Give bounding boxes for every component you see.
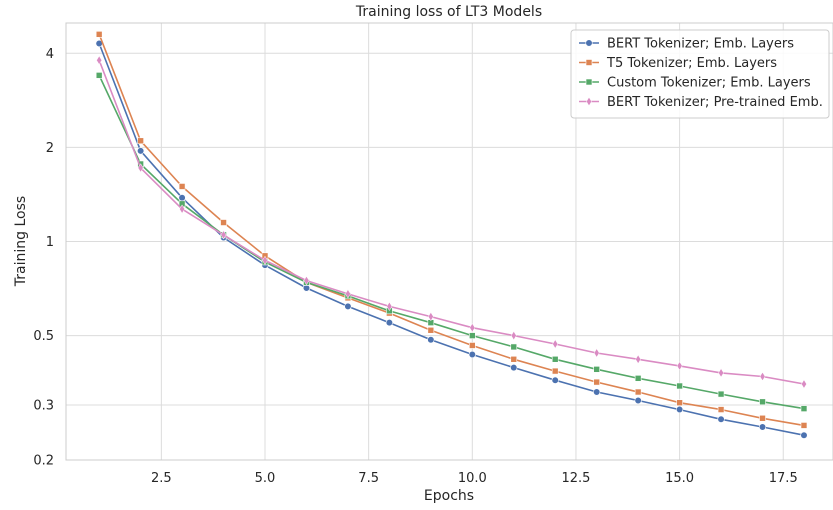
data-point (800, 431, 808, 439)
plot-frame (65, 22, 833, 461)
data-point (634, 388, 642, 396)
data-point (178, 183, 186, 190)
data-point (427, 326, 435, 334)
data-point (551, 355, 559, 363)
data-point (137, 147, 145, 155)
data-point (800, 422, 808, 429)
data-point (593, 378, 600, 386)
legend-box (570, 29, 830, 119)
data-point (634, 375, 642, 382)
data-point (345, 289, 351, 299)
data-point (469, 342, 476, 349)
data-point (386, 301, 393, 312)
data-point (801, 379, 807, 389)
y-tick-label: 1 (46, 235, 54, 250)
data-point (717, 390, 725, 398)
y-tick-label: 0.2 (33, 454, 54, 469)
x-tick-label: 10.0 (458, 471, 487, 486)
data-point (510, 343, 518, 351)
data-point (718, 368, 724, 378)
data-point (427, 336, 435, 344)
data-point (593, 348, 600, 358)
data-point (676, 361, 683, 371)
data-point (178, 194, 186, 202)
data-point (510, 364, 518, 372)
x-axis-ticks: 2.5 5.0 7.5 10.0 12.5 15.0 17.5 (151, 471, 798, 486)
legend-marker (585, 39, 593, 47)
series-line (98, 60, 805, 385)
x-tick-label: 5.0 (255, 471, 276, 486)
legend-label: T5 Tokenizer; Emb. Layers (606, 56, 777, 71)
x-tick-label: 17.5 (769, 471, 798, 486)
data-point (220, 230, 227, 240)
data-point (552, 339, 559, 349)
series-line (98, 34, 805, 427)
data-point (676, 399, 683, 407)
data-point (759, 414, 766, 422)
data-point (758, 423, 767, 431)
data-point (759, 371, 766, 382)
x-tick-label: 12.5 (561, 471, 590, 486)
data-point (262, 255, 268, 266)
legend-marker (586, 96, 592, 107)
data-point (220, 219, 227, 226)
legend-label: BERT Tokenizer; Emb. Layers (607, 37, 794, 52)
legend-marker (585, 59, 593, 66)
data-point (385, 319, 393, 327)
data-point (95, 72, 103, 79)
data-point (551, 367, 559, 375)
data-point (96, 55, 103, 65)
legend-label: BERT Tokenizer; Pre-trained Emb. (607, 95, 823, 110)
data-point (634, 396, 642, 405)
data-point (95, 31, 103, 38)
data-point (469, 323, 476, 333)
data-point (137, 137, 144, 145)
data-point (179, 204, 185, 214)
data-point (468, 350, 476, 359)
data-point (551, 376, 559, 384)
data-point (717, 406, 725, 413)
legend: BERT Tokenizer; Emb. Layers T5 Tokenizer;… (570, 29, 830, 119)
legend-entry: Custom Tokenizer; Emb. Layers (579, 76, 811, 91)
y-axis-ticks: 0.2 0.3 0.5 1 2 4 (33, 47, 54, 469)
legend-entry: T5 Tokenizer; Emb. Layers (579, 56, 777, 71)
series-lines (95, 31, 808, 439)
series-4 (96, 55, 807, 389)
data-point (469, 332, 476, 339)
data-point (427, 311, 434, 322)
data-point (510, 330, 517, 341)
data-point (717, 415, 725, 423)
data-point (759, 398, 766, 406)
y-tick-label: 2 (46, 141, 54, 156)
x-axis-label: Epochs (424, 488, 474, 504)
data-point (510, 355, 518, 363)
y-axis-label: Training Loss (13, 196, 29, 287)
y-tick-label: 4 (46, 47, 54, 62)
legend-marker (585, 78, 593, 86)
legend-entry: BERT Tokenizer; Emb. Layers (579, 37, 794, 52)
data-point (676, 382, 683, 390)
legend-label: Custom Tokenizer; Emb. Layers (607, 76, 811, 91)
data-point (800, 405, 808, 412)
data-point (302, 284, 311, 292)
y-tick-label: 0.3 (33, 398, 54, 413)
legend-entry: BERT Tokenizer; Pre-trained Emb. (579, 95, 823, 110)
data-point (137, 163, 144, 173)
x-tick-label: 2.5 (151, 471, 172, 486)
data-point (593, 388, 601, 396)
data-point (635, 354, 642, 364)
data-point (344, 302, 352, 310)
data-point (593, 366, 600, 373)
x-tick-label: 7.5 (358, 471, 379, 486)
y-tick-label: 0.5 (33, 329, 54, 344)
chart-title: Training loss of LT3 Models (355, 4, 542, 20)
data-point (675, 405, 684, 414)
x-tick-label: 15.0 (665, 471, 694, 486)
data-point (303, 275, 310, 286)
